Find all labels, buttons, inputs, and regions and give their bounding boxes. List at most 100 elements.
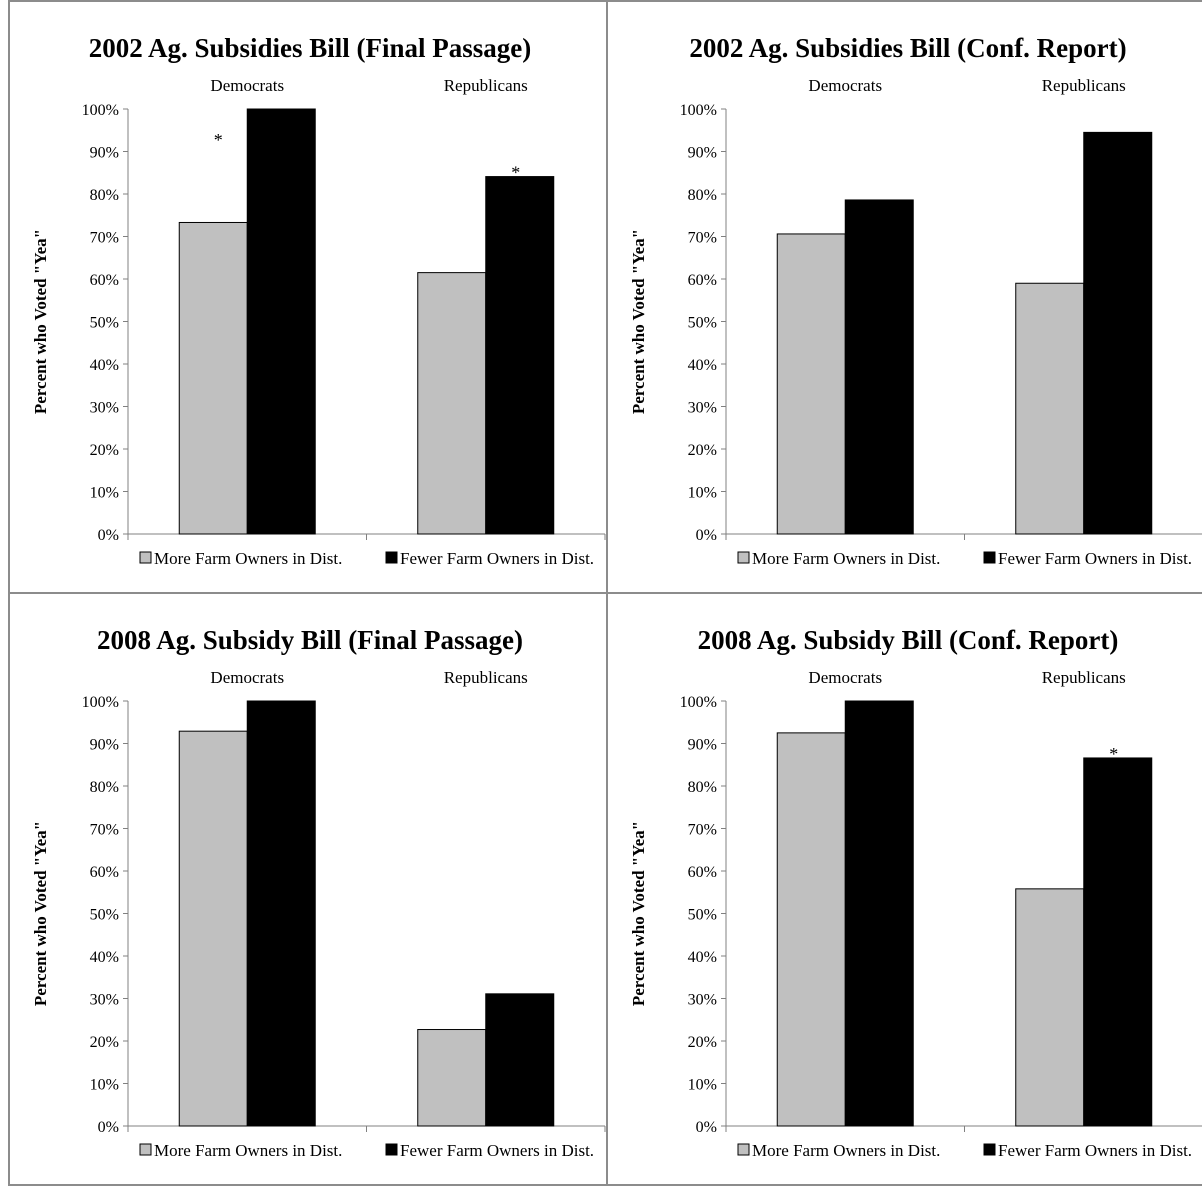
significance-marker: * [511,163,520,183]
y-tick-label: 60% [90,272,119,289]
y-tick-label: 20% [688,1034,717,1051]
bar-more-farm-owners [776,732,846,1127]
legend-swatch-more [737,551,750,564]
legend-label-fewer: Fewer Farm Owners in Dist. [998,1141,1192,1160]
y-tick-label: 80% [688,187,717,204]
y-tick-label: 0% [696,1119,717,1136]
y-tick-label: 90% [90,145,119,162]
legend-swatch-fewer [983,551,996,564]
y-tick-label: 100% [680,694,717,711]
legend-label-more: More Farm Owners in Dist. [752,1141,940,1160]
y-tick-label: 0% [98,527,119,544]
y-tick-label: 60% [688,272,717,289]
category-label: Republicans [444,668,528,687]
legend-label-fewer: Fewer Farm Owners in Dist. [400,549,594,568]
y-tick-label: 60% [90,864,119,881]
y-tick-label: 50% [90,315,119,332]
y-tick-label: 40% [688,949,717,966]
legend-label-fewer: Fewer Farm Owners in Dist. [400,1141,594,1160]
chart-title: 2002 Ag. Subsidies Bill (Conf. Report) [689,33,1126,63]
y-tick-label: 50% [688,315,717,332]
bar-fewer-farm-owners [485,993,555,1127]
bar-chart-svg: 2008 Ag. Subsidy Bill (Conf. Report) Perc… [629,625,1202,1160]
bar-fewer-farm-owners [1083,757,1153,1127]
legend-label-more: More Farm Owners in Dist. [752,549,940,568]
legend-swatch-more [139,1143,152,1156]
y-tick-label: 80% [90,779,119,796]
bar-more-farm-owners [178,730,248,1127]
legend-swatch-fewer [983,1143,996,1156]
bar-more-farm-owners [1015,888,1085,1127]
y-tick-label: 30% [688,400,717,417]
bar-fewer-farm-owners [1083,131,1153,535]
y-tick-label: 20% [688,442,717,459]
significance-marker: * [1109,744,1118,764]
chart-title: 2008 Ag. Subsidy Bill (Final Passage) [97,625,523,655]
y-tick-label: 70% [90,822,119,839]
y-tick-label: 0% [696,527,717,544]
y-tick-label: 70% [90,230,119,247]
y-tick-label: 70% [688,822,717,839]
chart-title: 2008 Ag. Subsidy Bill (Conf. Report) [698,625,1119,655]
bar-fewer-farm-owners [246,108,316,535]
y-tick-label: 80% [688,779,717,796]
category-label: Democrats [808,76,882,95]
bar-more-farm-owners [178,221,248,535]
y-axis-label: Percent who Voted "Yea" [31,229,50,414]
y-tick-label: 20% [90,442,119,459]
y-tick-label: 10% [90,1077,119,1094]
bar-fewer-farm-owners [485,176,555,535]
y-tick-label: 100% [82,102,119,119]
bar-fewer-farm-owners [844,199,914,535]
legend-swatch-more [139,551,152,564]
y-tick-label: 20% [90,1034,119,1051]
bar-more-farm-owners [417,272,487,535]
y-tick-label: 30% [90,992,119,1009]
bar-fewer-farm-owners [844,700,914,1127]
y-tick-label: 0% [98,1119,119,1136]
bar-more-farm-owners [417,1029,487,1127]
y-tick-label: 40% [688,357,717,374]
y-tick-label: 40% [90,357,119,374]
chart-panel-2008-final: 2008 Ag. Subsidy Bill (Final Passage) Per… [8,592,608,1186]
chart-panel-2008-conf: 2008 Ag. Subsidy Bill (Conf. Report) Perc… [606,592,1202,1186]
category-label: Democrats [210,76,284,95]
category-label: Democrats [808,668,882,687]
y-tick-label: 50% [688,907,717,924]
bar-chart-svg: 2008 Ag. Subsidy Bill (Final Passage) Per… [31,625,606,1160]
y-tick-label: 10% [688,485,717,502]
category-label: Republicans [444,76,528,95]
y-tick-label: 100% [82,694,119,711]
legend-label-fewer: Fewer Farm Owners in Dist. [998,549,1192,568]
y-axis-label: Percent who Voted "Yea" [629,821,648,1006]
legend-label-more: More Farm Owners in Dist. [154,549,342,568]
chart-panel-2002-conf: 2002 Ag. Subsidies Bill (Conf. Report) Pe… [606,0,1202,594]
y-tick-label: 100% [680,102,717,119]
legend-swatch-fewer [385,551,398,564]
category-label: Republicans [1042,668,1126,687]
chart-title: 2002 Ag. Subsidies Bill (Final Passage) [89,33,532,63]
y-tick-label: 90% [688,737,717,754]
y-axis-label: Percent who Voted "Yea" [31,821,50,1006]
y-tick-label: 40% [90,949,119,966]
y-tick-label: 90% [90,737,119,754]
legend-swatch-more [737,1143,750,1156]
bar-fewer-farm-owners [246,700,316,1127]
category-label: Democrats [210,668,284,687]
y-tick-label: 30% [688,992,717,1009]
y-tick-label: 50% [90,907,119,924]
significance-marker: * [1109,130,1118,150]
legend-label-more: More Farm Owners in Dist. [154,1141,342,1160]
y-tick-label: 60% [688,864,717,881]
category-label: Republicans [1042,76,1126,95]
legend-swatch-fewer [385,1143,398,1156]
y-axis-label: Percent who Voted "Yea" [629,229,648,414]
y-tick-label: 10% [688,1077,717,1094]
bar-more-farm-owners [1015,282,1085,535]
bar-more-farm-owners [776,233,846,535]
y-tick-label: 30% [90,400,119,417]
y-tick-label: 70% [688,230,717,247]
significance-marker: * [214,130,223,150]
y-tick-label: 80% [90,187,119,204]
